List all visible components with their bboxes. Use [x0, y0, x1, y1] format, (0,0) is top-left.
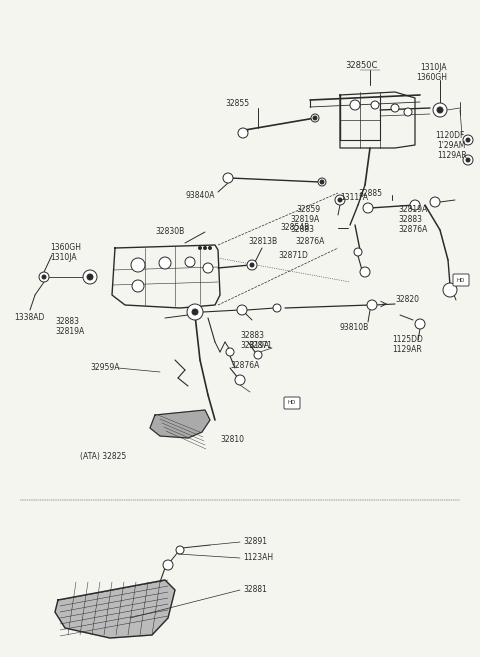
Text: 32810: 32810	[220, 436, 244, 445]
Circle shape	[185, 257, 195, 267]
Circle shape	[466, 138, 470, 142]
Text: 32891: 32891	[243, 537, 267, 547]
Text: 93840A: 93840A	[185, 191, 215, 200]
Text: 1360GH: 1360GH	[50, 244, 81, 252]
Text: 1129AR: 1129AR	[437, 150, 467, 160]
Text: 32871D: 32871D	[278, 250, 308, 260]
Circle shape	[42, 275, 46, 279]
Text: 32850C: 32850C	[345, 60, 377, 70]
Text: 32885: 32885	[358, 189, 382, 198]
Circle shape	[313, 116, 317, 120]
Circle shape	[163, 560, 173, 570]
Text: 32855: 32855	[225, 99, 249, 108]
Circle shape	[176, 546, 184, 554]
Text: 1338AD: 1338AD	[14, 313, 44, 323]
Text: 32854B: 32854B	[280, 223, 309, 233]
Circle shape	[159, 257, 171, 269]
Text: 32883: 32883	[240, 330, 264, 340]
Polygon shape	[150, 410, 210, 438]
Circle shape	[192, 309, 198, 315]
Text: 32876A: 32876A	[230, 361, 259, 369]
Circle shape	[208, 246, 212, 250]
Text: 32819A: 32819A	[290, 215, 319, 225]
Circle shape	[132, 280, 144, 292]
Circle shape	[187, 304, 203, 320]
Circle shape	[433, 103, 447, 117]
Circle shape	[83, 270, 97, 284]
Text: 32830B: 32830B	[155, 227, 184, 237]
Circle shape	[360, 267, 370, 277]
Circle shape	[250, 263, 254, 267]
Circle shape	[338, 198, 342, 202]
Circle shape	[430, 197, 440, 207]
Text: 1310JA: 1310JA	[50, 254, 77, 263]
Circle shape	[437, 107, 443, 113]
Text: HD: HD	[457, 277, 465, 283]
Circle shape	[443, 283, 457, 297]
Circle shape	[404, 108, 412, 116]
Circle shape	[410, 200, 420, 210]
Text: 32819A: 32819A	[240, 340, 269, 350]
Text: 32876A: 32876A	[398, 225, 427, 235]
Circle shape	[235, 375, 245, 385]
Circle shape	[203, 263, 213, 273]
Text: 1129AR: 1129AR	[392, 346, 422, 355]
FancyBboxPatch shape	[284, 397, 300, 409]
Circle shape	[87, 274, 93, 280]
Circle shape	[391, 104, 399, 112]
Circle shape	[254, 351, 262, 359]
Text: 93810B: 93810B	[340, 323, 369, 332]
Text: 32883: 32883	[55, 317, 79, 325]
Circle shape	[354, 248, 362, 256]
Text: 32859: 32859	[296, 206, 320, 214]
Circle shape	[247, 260, 257, 270]
Text: 1311FA: 1311FA	[340, 194, 368, 202]
Text: 32819A: 32819A	[55, 327, 84, 336]
Circle shape	[371, 101, 379, 109]
Circle shape	[363, 203, 373, 213]
Text: 1360GH: 1360GH	[416, 74, 447, 83]
Circle shape	[223, 173, 233, 183]
Circle shape	[199, 246, 202, 250]
Text: 32883: 32883	[290, 225, 314, 235]
Circle shape	[463, 135, 473, 145]
Circle shape	[367, 300, 377, 310]
Circle shape	[311, 114, 319, 122]
Polygon shape	[55, 580, 175, 638]
Circle shape	[320, 180, 324, 184]
Text: HD: HD	[288, 401, 296, 405]
Circle shape	[238, 128, 248, 138]
Text: 1123AH: 1123AH	[243, 553, 273, 562]
Text: 32820: 32820	[395, 296, 419, 304]
Text: 32819A: 32819A	[398, 206, 427, 214]
Text: 1120DF: 1120DF	[435, 131, 464, 139]
Text: 32959A: 32959A	[90, 363, 120, 373]
Circle shape	[463, 155, 473, 165]
Text: 32871: 32871	[248, 342, 272, 350]
Circle shape	[204, 246, 206, 250]
FancyBboxPatch shape	[453, 274, 469, 286]
Circle shape	[273, 304, 281, 312]
Text: 32883: 32883	[398, 215, 422, 225]
Text: 1'29AM: 1'29AM	[437, 141, 466, 150]
Circle shape	[226, 348, 234, 356]
Text: 32813B: 32813B	[248, 237, 277, 246]
Text: (ATA) 32825: (ATA) 32825	[80, 451, 126, 461]
Circle shape	[318, 178, 326, 186]
Circle shape	[335, 195, 345, 205]
Text: 32876A: 32876A	[295, 237, 324, 246]
Circle shape	[39, 272, 49, 282]
Text: 1125DD: 1125DD	[392, 336, 423, 344]
Text: 32881: 32881	[243, 585, 267, 595]
Circle shape	[350, 100, 360, 110]
Circle shape	[237, 305, 247, 315]
Circle shape	[415, 319, 425, 329]
Circle shape	[466, 158, 470, 162]
Circle shape	[131, 258, 145, 272]
Text: 1310JA: 1310JA	[420, 64, 446, 72]
